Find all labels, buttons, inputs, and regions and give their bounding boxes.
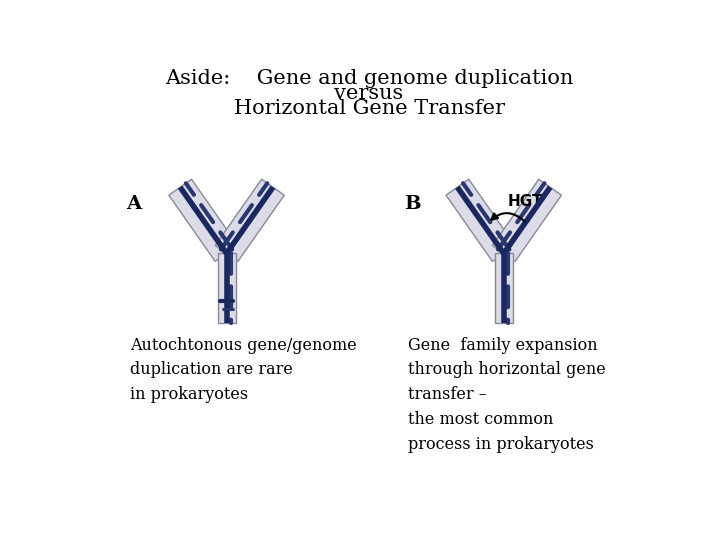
Text: Aside:    Gene and genome duplication: Aside: Gene and genome duplication <box>165 69 573 87</box>
Text: Autochtonous gene/genome
duplication are rare
in prokaryotes: Autochtonous gene/genome duplication are… <box>130 336 357 403</box>
Text: HGT: HGT <box>508 194 543 208</box>
FancyArrowPatch shape <box>492 213 525 221</box>
Polygon shape <box>446 179 515 261</box>
Text: A: A <box>127 195 142 213</box>
Text: B: B <box>404 195 420 213</box>
Polygon shape <box>495 253 513 323</box>
Polygon shape <box>168 179 238 261</box>
Polygon shape <box>215 179 284 261</box>
Text: versus: versus <box>334 84 404 103</box>
Polygon shape <box>217 253 235 323</box>
Polygon shape <box>492 179 562 261</box>
Text: Gene  family expansion
through horizontal gene
transfer –
the most common
proces: Gene family expansion through horizontal… <box>408 336 606 453</box>
Text: Horizontal Gene Transfer: Horizontal Gene Transfer <box>233 99 505 118</box>
